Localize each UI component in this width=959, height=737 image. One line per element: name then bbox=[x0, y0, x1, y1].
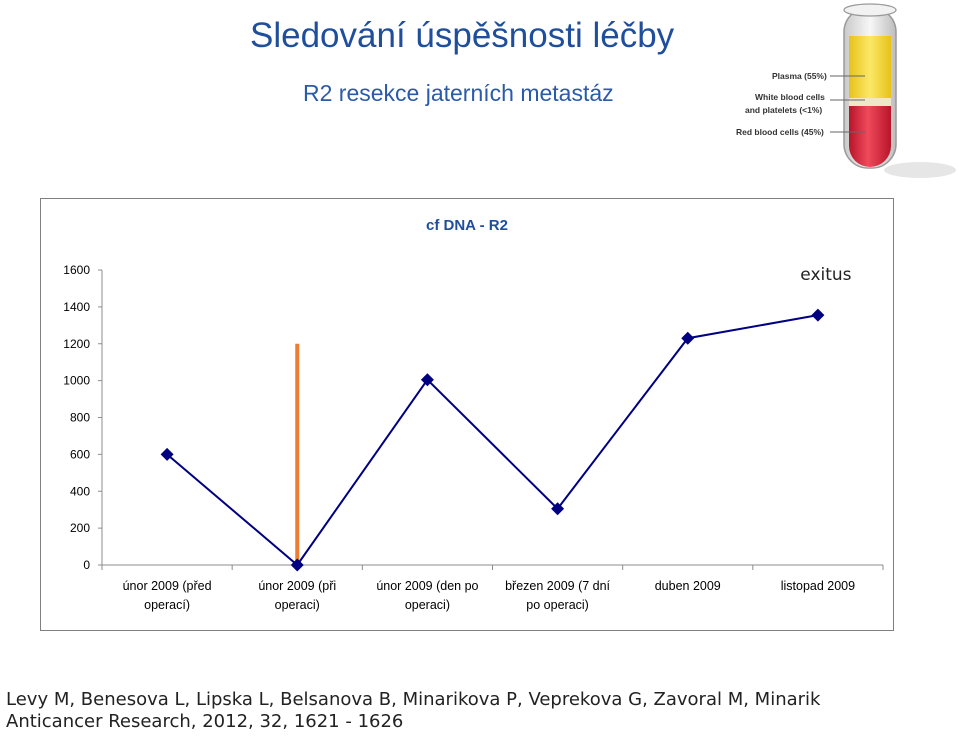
x-category-label: operaci) bbox=[275, 598, 320, 612]
y-tick-label: 1000 bbox=[63, 374, 90, 388]
x-category-label: březen 2009 (7 dní bbox=[505, 579, 610, 593]
cfdna-line-chart: cf DNA - R2 0 200 400 600 800 1000 1200 1400 1600… bbox=[63, 217, 884, 612]
citation-authors: Levy M, Benesova L, Lipska L, Belsanova … bbox=[6, 689, 821, 710]
wbc-label-line2: and platelets (<1%) bbox=[745, 105, 822, 115]
rbc-label: Red blood cells (45%) bbox=[736, 127, 824, 137]
wbc-label-line1: White blood cells bbox=[755, 92, 825, 102]
data-point-diamond bbox=[551, 502, 565, 516]
slide-title: Sledování úspěšnosti léčby bbox=[250, 16, 675, 55]
x-category-label: po operaci) bbox=[526, 598, 589, 612]
x-category-label: operaci) bbox=[405, 598, 450, 612]
data-point-diamond bbox=[160, 447, 174, 461]
y-tick-label: 400 bbox=[70, 484, 90, 498]
data-point-diamond bbox=[290, 558, 304, 572]
slide-subtitle: R2 resekce jaterních metastáz bbox=[303, 80, 614, 106]
data-point-diamond bbox=[681, 331, 695, 345]
data-point-diamond bbox=[420, 373, 434, 387]
white-cell-layer bbox=[849, 98, 891, 106]
series-line bbox=[166, 314, 819, 567]
y-tick-label: 800 bbox=[70, 411, 90, 425]
x-category-label: únor 2009 (den po bbox=[376, 579, 478, 593]
x-category-label: operací) bbox=[144, 598, 190, 612]
y-tick-label: 1600 bbox=[63, 263, 90, 277]
exitus-annotation: exitus bbox=[800, 265, 851, 285]
x-category-label: duben 2009 bbox=[655, 579, 721, 593]
chart-frame: cf DNA - R2 0 200 400 600 800 1000 1200 1400 1600… bbox=[40, 198, 894, 631]
y-tick-label: 1400 bbox=[63, 300, 90, 314]
y-tick-label: 200 bbox=[70, 521, 90, 535]
y-tick-label: 600 bbox=[70, 447, 90, 461]
x-category-label: listopad 2009 bbox=[781, 579, 855, 593]
blood-tube-illustration: Plasma (55%) White blood cells and plate… bbox=[736, 3, 956, 178]
plasma-label: Plasma (55%) bbox=[772, 71, 827, 81]
data-point-diamond bbox=[811, 308, 825, 322]
plasma-layer bbox=[849, 36, 891, 104]
x-category-label: únor 2009 (při bbox=[258, 579, 336, 593]
y-tick-label: 1200 bbox=[63, 337, 90, 351]
chart-title: cf DNA - R2 bbox=[426, 217, 508, 234]
y-tick-label: 0 bbox=[83, 558, 90, 572]
x-category-label: únor 2009 (před bbox=[123, 579, 212, 593]
citation: Levy M, Benesova L, Lipska L, Belsanova … bbox=[6, 689, 820, 733]
citation-journal: Anticancer Research, 2012, 32, 1621 - 16… bbox=[6, 711, 404, 732]
red-cell-layer bbox=[849, 106, 891, 167]
